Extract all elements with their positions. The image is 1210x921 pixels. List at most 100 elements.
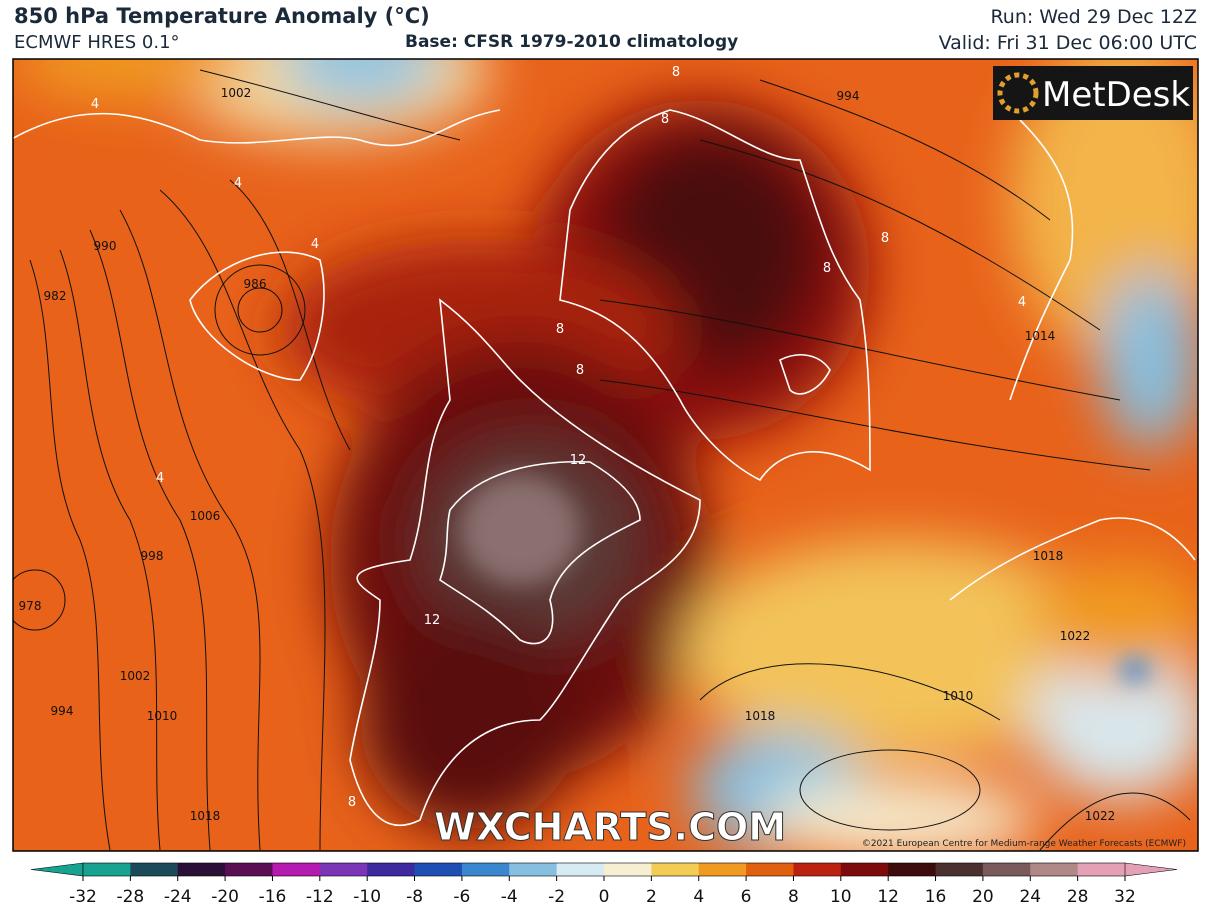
colorbar-tick-label: -6 (453, 887, 470, 907)
title: 850 hPa Temperature Anomaly (°C) (14, 4, 430, 28)
isobar (759, 79, 1051, 221)
isobar (1039, 792, 1191, 851)
isobar-label: 1022 (1060, 629, 1091, 643)
colorbar-tick-label: -8 (406, 887, 423, 907)
field (760, 780, 1040, 851)
isobar-label: 990 (94, 239, 117, 253)
field (13, 59, 250, 100)
colorbar-tick-label: -12 (306, 887, 334, 907)
isobar-label: 1018 (190, 809, 221, 823)
colorbar-segment (556, 863, 605, 876)
field (1120, 658, 1150, 682)
colorbar-segment (509, 863, 558, 876)
anomaly-label: 4 (1018, 295, 1026, 310)
colorbar-segment (1077, 863, 1126, 876)
base: Base: CFSR 1979-2010 climatology (405, 32, 739, 52)
isobar-label: 1014 (1025, 329, 1056, 343)
colorbar-segment (840, 863, 889, 876)
field (1030, 640, 1198, 800)
isobar-label: 1002 (120, 669, 151, 683)
colorbar-segment (793, 863, 842, 876)
field (460, 475, 580, 585)
isobar (699, 663, 1001, 721)
colorbar-tick-label: -32 (69, 887, 97, 907)
model: ECMWF HRES 0.1° (14, 32, 180, 53)
colorbar-tick-label: 10 (830, 887, 852, 907)
colorbar-segment (604, 863, 652, 876)
contour (1009, 119, 1074, 401)
isobar (13, 569, 66, 631)
contour (559, 109, 871, 482)
isobar-label: 1018 (1033, 549, 1064, 563)
anomaly-label: 12 (424, 613, 441, 628)
isobar-label: 978 (19, 599, 42, 613)
colorbar-tick-label: 32 (1114, 887, 1136, 907)
isobar (599, 299, 1121, 401)
colorbar-tick-label: -16 (259, 887, 287, 907)
isobar (799, 749, 981, 831)
isobar (159, 189, 326, 851)
isobar-label: 1022 (1085, 809, 1116, 823)
isobar-label: 1018 (745, 709, 776, 723)
contour (349, 298, 701, 827)
colorbar-arrow (1124, 862, 1178, 877)
anomaly-label: 8 (823, 261, 831, 276)
colorbar-tick-label: 0 (599, 887, 610, 907)
valid: Valid: Fri 31 Dec 06:00 UTC (938, 32, 1197, 54)
colorbar-segment (367, 863, 416, 876)
isobar (29, 259, 111, 851)
isobar-label: 986 (244, 277, 267, 291)
anomaly-contours (13, 109, 1196, 827)
anomaly-label: 8 (881, 231, 889, 246)
isobar-label: 1010 (943, 689, 974, 703)
anomaly-label: 12 (570, 453, 587, 468)
field (680, 540, 1120, 760)
isobar-label: 994 (51, 704, 74, 718)
map-labels: 1002 994 990 982 986 978 998 1006 1002 1010 1018 99… (19, 65, 1116, 823)
colorbar-tick-label: -28 (116, 887, 144, 907)
isobar-label: 998 (141, 549, 164, 563)
colorbar-tick-label: 16 (925, 887, 947, 907)
contour (779, 354, 831, 395)
colorbar-tick-label: -20 (211, 887, 239, 907)
field (1030, 560, 1198, 680)
colorbar-tick-label: 2 (646, 887, 657, 907)
isobar-label: 982 (44, 289, 67, 303)
isobar-label: 1010 (147, 709, 178, 723)
colorbar-segment (177, 863, 226, 876)
anomaly-label: 8 (661, 112, 669, 127)
copyright: ©2021 European Centre for Medium-range W… (862, 839, 1186, 849)
isobar (229, 179, 351, 451)
contour (189, 251, 325, 381)
isobar (699, 139, 1101, 331)
logo-icon (997, 72, 1039, 114)
colorbar-tick-label: 20 (972, 887, 994, 907)
watermark: WXCHARTS.COM (434, 805, 786, 849)
isobar-label: 1002 (221, 86, 252, 100)
colorbar-tick-label: 6 (741, 887, 752, 907)
colorbar-arrow (30, 862, 84, 877)
contour (949, 517, 1196, 601)
isobar-label: 994 (837, 89, 860, 103)
colorbar-segment (130, 863, 179, 876)
colorbar-tick-label: 12 (877, 887, 899, 907)
contour (439, 460, 641, 645)
colorbar-segment (935, 863, 984, 876)
anomaly-label: 8 (576, 363, 584, 378)
anomaly-label: 8 (348, 795, 356, 810)
colorbar-segment (888, 863, 937, 876)
map (13, 59, 1198, 851)
colorbar-tick-label: -4 (501, 887, 518, 907)
contour (13, 109, 501, 147)
colorbar-segment (83, 863, 131, 876)
colorbar-segment (272, 863, 321, 876)
colorbar-segment (319, 863, 368, 876)
colorbar-tick-label: -2 (548, 887, 565, 907)
colorbar-tick-label: -24 (164, 887, 192, 907)
isobar (119, 209, 261, 851)
colorbar-segment (982, 863, 1031, 876)
isobar-label: 1006 (190, 509, 221, 523)
anomaly-label: 8 (556, 322, 564, 337)
field (360, 610, 580, 830)
